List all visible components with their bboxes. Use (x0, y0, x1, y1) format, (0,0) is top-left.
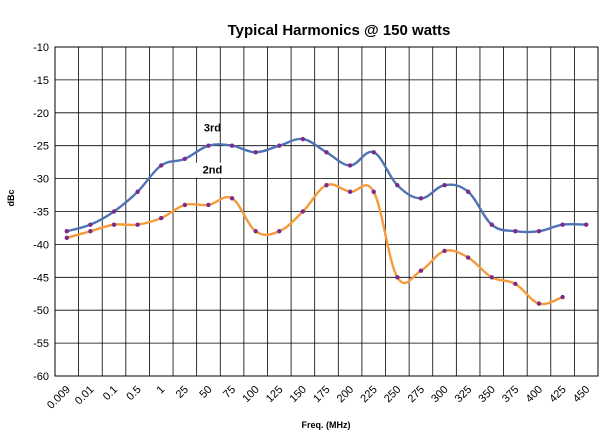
series-label-2nd: 2nd (203, 165, 223, 177)
data-point (395, 275, 400, 280)
data-point (418, 268, 424, 273)
x-tick-label: 400 (524, 384, 545, 405)
data-point (253, 150, 258, 155)
data-point (206, 202, 211, 208)
x-tick-label: 275 (406, 384, 427, 405)
y-axis: -10 -15 -20 -25 -30 -35 -40 -45 -50 -55 -60 (33, 42, 49, 383)
y-tick-label: -35 (33, 207, 49, 219)
series-group: 3rd 2nd (64, 123, 589, 306)
data-point (277, 229, 282, 234)
data-point (371, 189, 376, 194)
data-point (371, 150, 376, 155)
x-tick-label: 0.1 (101, 384, 120, 403)
data-point (64, 235, 70, 241)
y-tick-label: -15 (33, 75, 49, 87)
y-tick-label: -40 (33, 239, 49, 251)
data-point (159, 215, 164, 221)
y-tick-label: -55 (33, 338, 49, 350)
data-point (88, 229, 93, 234)
x-tick-label: 0.5 (124, 384, 143, 403)
y-tick-label: -30 (33, 174, 49, 186)
data-point (182, 202, 188, 208)
y-tick-label: -10 (33, 42, 49, 54)
x-tick-label: 25 (174, 384, 191, 401)
data-point (229, 196, 235, 201)
data-point (536, 301, 542, 306)
data-point (206, 143, 211, 148)
x-tick-label: 250 (382, 384, 403, 405)
data-point (111, 222, 117, 227)
data-point (347, 163, 353, 168)
x-tick-label: 450 (571, 384, 592, 405)
data-point (253, 229, 258, 234)
x-tick-label: 50 (197, 384, 214, 401)
data-point (465, 189, 471, 194)
data-point (513, 281, 518, 287)
x-tick-label: 200 (335, 384, 356, 405)
x-axis-label: Freq. (MHz) (302, 420, 351, 430)
data-point (229, 143, 235, 148)
x-tick-label: 300 (429, 384, 450, 405)
x-tick-label: 100 (240, 384, 261, 405)
x-tick-label: 175 (311, 384, 332, 405)
y-tick-label: -25 (33, 141, 49, 153)
x-tick-label: 225 (358, 384, 379, 405)
data-point (536, 229, 542, 234)
y-axis-label: dBc (6, 189, 16, 206)
data-point (300, 136, 306, 142)
y-tick-label: -60 (33, 371, 49, 383)
series-label-bg (182, 162, 239, 178)
data-point (418, 196, 424, 201)
y-tick-label: -20 (33, 108, 49, 120)
data-point (489, 222, 494, 227)
y-tick-label: -50 (33, 305, 49, 317)
data-point (88, 222, 93, 227)
grid-lines (54, 46, 599, 377)
data-point (64, 229, 70, 234)
chart-title: Typical Harmonics @ 150 watts (228, 22, 451, 39)
series-line-2nd (66, 183, 564, 306)
data-point (442, 248, 447, 254)
x-tick-label: 75 (221, 384, 238, 401)
x-tick-label: 375 (500, 384, 521, 405)
data-point (159, 163, 164, 168)
data-point (513, 229, 518, 234)
x-tick-label: 1 (155, 384, 168, 397)
data-point (560, 294, 565, 300)
data-point (277, 143, 282, 148)
data-point (111, 209, 117, 214)
data-point (395, 182, 400, 188)
data-point (300, 209, 306, 214)
x-tick-label: 350 (476, 384, 497, 405)
data-point (489, 275, 494, 280)
data-point (135, 189, 140, 194)
y-tick-label: -45 (33, 272, 49, 284)
x-tick-label: 0.009 (45, 384, 73, 412)
data-point (135, 222, 140, 227)
data-point (560, 222, 565, 227)
x-tick-label: 0.01 (73, 384, 97, 408)
data-point (465, 255, 471, 260)
data-point (324, 150, 329, 155)
data-point (583, 222, 589, 227)
x-tick-label: 150 (288, 384, 309, 405)
x-tick-label: 425 (547, 384, 568, 405)
data-point (324, 182, 329, 188)
x-tick-label: 325 (453, 384, 474, 405)
data-point (442, 182, 447, 188)
data-point (347, 189, 353, 194)
plot-area (54, 46, 599, 377)
x-axis: 0.009 0.01 0.1 0.5 1 25 50 75 100 125 150 175 200 225… (45, 384, 592, 412)
x-tick-label: 125 (264, 384, 285, 405)
series-label-3rd: 3rd (204, 123, 221, 135)
data-point (182, 156, 188, 162)
